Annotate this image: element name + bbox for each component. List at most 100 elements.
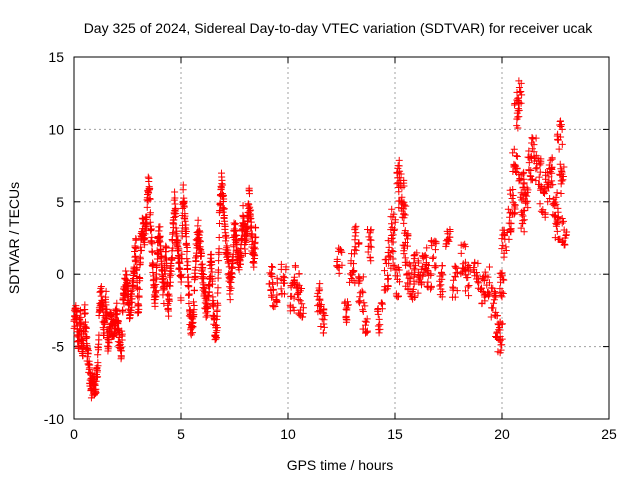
data-point [164, 291, 172, 299]
data-point [146, 195, 154, 203]
data-point [367, 236, 375, 244]
data-point [117, 353, 125, 361]
data-point [414, 289, 422, 297]
data-point [554, 204, 562, 212]
data-point [177, 296, 185, 304]
data-point [88, 386, 96, 394]
data-point [219, 181, 227, 189]
data-point [548, 155, 556, 163]
data-point [143, 214, 151, 222]
data-point [375, 329, 383, 337]
data-point [557, 117, 565, 125]
data-point [184, 264, 192, 272]
data-point [511, 201, 519, 209]
data-point [153, 261, 161, 269]
ticks [73, 56, 610, 420]
data-point [515, 177, 523, 185]
data-point [394, 174, 402, 182]
data-point [539, 208, 547, 216]
data-point [212, 333, 220, 341]
y-tick-label: 5 [56, 194, 64, 210]
data-point [552, 200, 560, 208]
data-point [158, 260, 166, 268]
data-point [399, 241, 407, 249]
data-point [182, 228, 190, 236]
data-point [542, 187, 550, 195]
data-point [496, 349, 504, 357]
data-point [147, 225, 155, 233]
x-tick-label: 20 [494, 426, 510, 442]
data-point [343, 301, 351, 309]
grid [74, 57, 609, 419]
data-point [523, 184, 531, 192]
data-point [446, 225, 454, 233]
data-point [269, 286, 277, 294]
data-point [196, 228, 204, 236]
data-point [401, 258, 409, 266]
data-point [536, 161, 544, 169]
data-point [499, 231, 507, 239]
data-point [400, 179, 408, 187]
data-point [557, 190, 565, 198]
data-point [471, 259, 479, 267]
data-point [512, 167, 520, 175]
data-point [277, 285, 285, 293]
data-point [519, 207, 527, 215]
data-point [148, 240, 156, 248]
data-point [401, 244, 409, 252]
data-point [232, 220, 240, 228]
data-point [436, 282, 444, 290]
data-point [295, 270, 303, 278]
data-point [77, 319, 85, 327]
data-point [113, 299, 121, 307]
data-point [389, 255, 397, 263]
data-point [196, 237, 204, 245]
data-point [532, 177, 540, 185]
data-point [245, 190, 253, 198]
y-axis-label: SDTVAR / TECUs [6, 182, 22, 294]
data-point [223, 242, 231, 250]
data-point [287, 303, 295, 311]
data-point [389, 231, 397, 239]
data-point [317, 323, 325, 331]
data-point [278, 289, 286, 297]
x-tick-label: 10 [280, 426, 296, 442]
data-point [197, 250, 205, 258]
data-point [107, 312, 115, 320]
data-point [438, 262, 446, 270]
data-point [251, 245, 259, 253]
data-point [559, 237, 567, 245]
data-point [316, 280, 324, 288]
data-point [169, 244, 177, 252]
data-point [205, 288, 213, 296]
data-point [231, 236, 239, 244]
data-point [395, 188, 403, 196]
data-point [167, 267, 175, 275]
x-tick-label: 5 [177, 426, 185, 442]
data-point [157, 245, 165, 253]
data-point [136, 275, 144, 283]
data-point [150, 281, 158, 289]
data-point [148, 233, 156, 241]
data-point [500, 253, 508, 261]
data-point [337, 246, 345, 254]
data-point [145, 174, 153, 182]
data-point [273, 297, 281, 305]
data-point [172, 210, 180, 218]
data-point [379, 300, 387, 308]
data-point [174, 252, 182, 260]
data-point [219, 208, 227, 216]
data-point [462, 266, 470, 274]
data-point [174, 236, 182, 244]
data-point [190, 286, 198, 294]
data-point [320, 306, 328, 314]
data-point [385, 259, 393, 267]
data-point [208, 280, 216, 288]
data-point [362, 328, 370, 336]
data-point [129, 282, 137, 290]
data-point [177, 274, 185, 282]
data-point [492, 308, 500, 316]
data-point [483, 281, 491, 289]
data-point [352, 246, 360, 254]
data-point [491, 288, 499, 296]
